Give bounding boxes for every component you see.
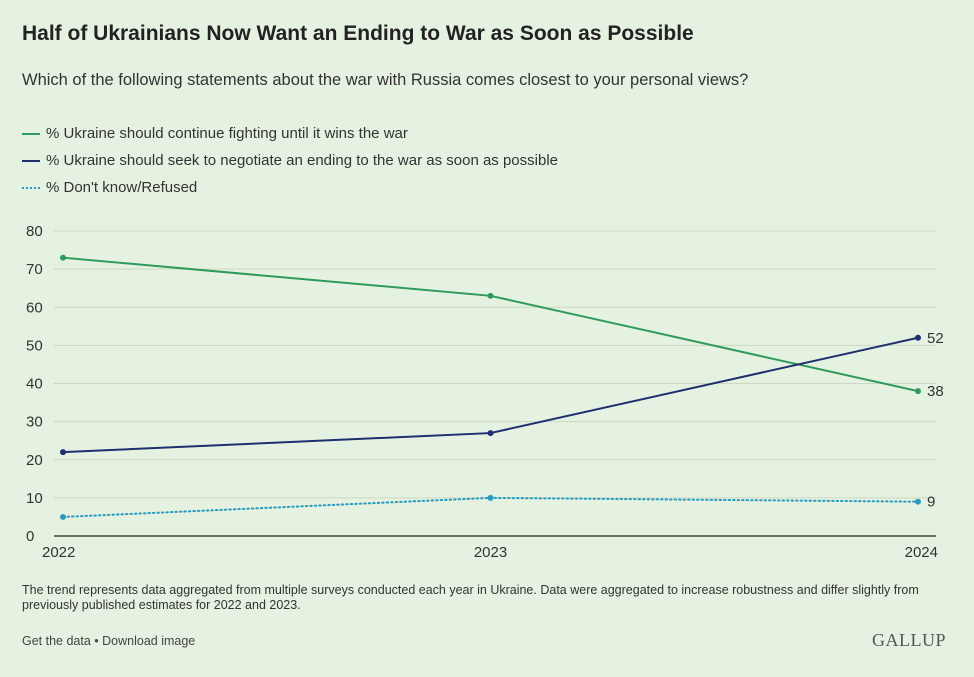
end-value-label: 38 bbox=[927, 383, 944, 400]
data-point bbox=[60, 449, 66, 456]
y-tick-label: 70 bbox=[26, 261, 43, 278]
data-point bbox=[487, 430, 494, 437]
data-point bbox=[915, 388, 921, 395]
x-tick-label: 2022 bbox=[42, 544, 75, 561]
legend: % Ukraine should continue fighting until… bbox=[22, 120, 558, 201]
y-tick-label: 10 bbox=[26, 490, 43, 507]
y-tick-label: 50 bbox=[26, 337, 43, 354]
end-value-label: 9 bbox=[927, 494, 935, 511]
data-point bbox=[487, 292, 494, 299]
legend-label-negotiate: % Ukraine should seek to negotiate an en… bbox=[46, 152, 558, 169]
data-point bbox=[60, 513, 66, 520]
chart-title: Half of Ukrainians Now Want an Ending to… bbox=[22, 22, 694, 45]
footer-separator: • bbox=[90, 634, 103, 648]
legend-item-negotiate: % Ukraine should seek to negotiate an en… bbox=[22, 147, 558, 174]
legend-item-dont-know: % Don't know/Refused bbox=[22, 174, 558, 201]
y-tick-label: 0 bbox=[26, 528, 34, 545]
x-tick-label: 2023 bbox=[474, 544, 507, 561]
legend-label-dont-know: % Don't know/Refused bbox=[46, 179, 198, 196]
footer-links: Get the data • Download image bbox=[22, 634, 195, 648]
data-point bbox=[60, 254, 66, 261]
data-point bbox=[915, 334, 921, 341]
legend-item-continue-fighting: % Ukraine should continue fighting until… bbox=[22, 120, 558, 147]
x-tick-label: 2024 bbox=[905, 544, 938, 561]
gallup-logo: GALLUP bbox=[872, 630, 946, 650]
legend-swatch-dont-know bbox=[22, 186, 40, 189]
data-point bbox=[487, 494, 494, 501]
data-point bbox=[915, 498, 921, 505]
chart-subtitle: Which of the following statements about … bbox=[22, 71, 749, 89]
y-tick-label: 30 bbox=[26, 414, 43, 431]
legend-swatch-continue-fighting bbox=[22, 132, 40, 135]
get-data-link[interactable]: Get the data bbox=[22, 634, 91, 648]
line-chart: 0 10 20 30 40 50 60 70 80 2022 2023 2024 38 52 9 bbox=[26, 223, 944, 561]
legend-label-continue-fighting: % Ukraine should continue fighting until… bbox=[46, 125, 408, 142]
footnote: The trend represents data aggregated fro… bbox=[22, 583, 919, 612]
series-line-0 bbox=[62, 256, 919, 393]
download-image-link[interactable]: Download image bbox=[102, 634, 196, 648]
legend-swatch-negotiate bbox=[22, 159, 40, 162]
y-tick-label: 80 bbox=[26, 223, 43, 240]
end-value-label: 52 bbox=[927, 330, 944, 347]
y-tick-label: 40 bbox=[26, 376, 43, 393]
y-tick-label: 20 bbox=[26, 452, 43, 469]
y-tick-label: 60 bbox=[26, 299, 43, 316]
